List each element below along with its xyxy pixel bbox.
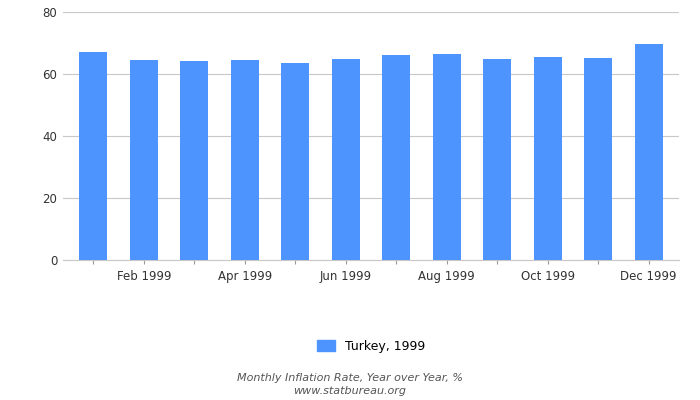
Legend: Turkey, 1999: Turkey, 1999 [312,335,430,358]
Bar [483,59,511,260]
Bar [635,44,663,260]
Bar [181,61,208,260]
Bar [281,63,309,260]
Text: www.statbureau.org: www.statbureau.org [293,386,407,396]
Bar [584,58,612,260]
Bar [231,60,259,260]
Bar [534,57,561,260]
Bar [79,52,107,260]
Bar [332,58,360,260]
Text: Monthly Inflation Rate, Year over Year, %: Monthly Inflation Rate, Year over Year, … [237,373,463,383]
Bar [382,55,410,260]
Bar [130,60,158,260]
Bar [433,54,461,260]
